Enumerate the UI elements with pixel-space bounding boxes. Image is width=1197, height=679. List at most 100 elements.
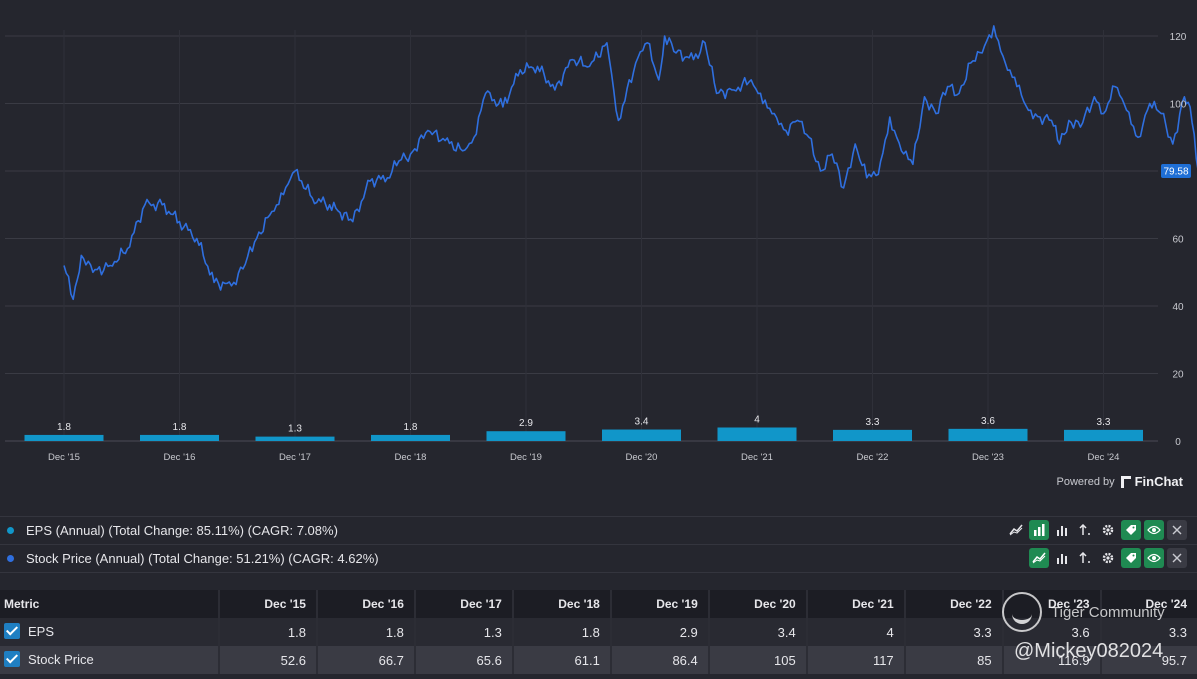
- table-cell: 3.4: [707, 618, 807, 646]
- eps-toolbar: [1006, 520, 1187, 540]
- metric-name: Stock Price: [28, 651, 94, 667]
- stock-price-dot: [7, 555, 14, 562]
- powered-by: Powered by FinChat: [1057, 474, 1183, 489]
- last-price-badge-bg: [1161, 164, 1191, 178]
- eps-series-label: EPS (Annual) (Total Change: 85.11%) (CAG…: [26, 523, 338, 538]
- eps-bar: [140, 434, 219, 441]
- line-chart-icon[interactable]: [1006, 520, 1026, 540]
- bar-chart-outline-icon[interactable]: [1052, 548, 1072, 568]
- eps-bar: [371, 434, 450, 441]
- eps-bar: [24, 434, 104, 441]
- x-tick-label: Dec '17: [279, 452, 311, 463]
- tag-icon[interactable]: [1121, 548, 1141, 568]
- gear-icon[interactable]: [1098, 520, 1118, 540]
- y-tick-label: 100: [1170, 100, 1187, 111]
- y-tick-label: 20: [1172, 370, 1184, 381]
- table-row: EPS 1.8 1.8 1.3 1.8 2.9 3.4 4 3.3 3.6 3.…: [0, 618, 1197, 646]
- eps-bar-label: 3.6: [981, 416, 995, 427]
- y-axis-ticks: 120100806040200: [1170, 32, 1187, 448]
- eps-bar-label: 2.9: [519, 418, 533, 429]
- eps-bar-label: 4: [754, 415, 760, 426]
- x-tick-label: Dec '20: [626, 452, 658, 463]
- x-tick-label: Dec '18: [395, 452, 427, 463]
- column-header: Dec '16: [315, 590, 415, 618]
- table-cell: 1.8: [511, 618, 611, 646]
- stock-price-toolbar: [1029, 548, 1187, 568]
- eps-bar-labels: 1.8 1.8 1.3 1.8 2.9 3.4 4 3.3 3.6 3.3: [57, 415, 1111, 435]
- x-axis-ticks: Dec '15 Dec '16 Dec '17 Dec '18 Dec '19 Dec '…: [48, 452, 1119, 463]
- table-cell: 1.3: [413, 618, 513, 646]
- eps-checkbox[interactable]: [4, 623, 20, 640]
- table-cell: 4: [805, 618, 905, 646]
- table-cell: 117: [805, 646, 905, 674]
- watermark-handle: @Mickey082024: [1014, 640, 1164, 662]
- y-tick-label: 0: [1175, 437, 1181, 448]
- eps-bar: [1064, 429, 1143, 441]
- close-icon[interactable]: [1167, 520, 1187, 540]
- close-icon[interactable]: [1167, 548, 1187, 568]
- axis-arrow-icon[interactable]: [1075, 520, 1095, 540]
- x-tick-label: Dec '16: [164, 452, 196, 463]
- finchat-logo: FinChat: [1120, 474, 1183, 489]
- column-header: Dec '24: [1099, 590, 1197, 618]
- eps-bar-label: 3.3: [866, 417, 880, 428]
- line-chart-icon[interactable]: [1029, 548, 1049, 568]
- powered-by-label: Powered by: [1056, 475, 1115, 488]
- table-cell: 2.9: [609, 618, 709, 646]
- eps-bar-label: 1.3: [288, 424, 302, 435]
- x-tick-label: Dec '15: [48, 452, 80, 463]
- column-header: Dec '19: [609, 590, 709, 618]
- column-header: Dec '18: [511, 590, 611, 618]
- column-header: Metric: [0, 590, 219, 618]
- eps-bar: [948, 428, 1028, 441]
- eps-bar-label: 1.8: [57, 422, 71, 433]
- gear-icon[interactable]: [1098, 548, 1118, 568]
- y-tick-label: 60: [1172, 235, 1184, 246]
- last-price-label: 79.58: [1163, 167, 1188, 178]
- finchat-brand: FinChat: [1134, 474, 1183, 489]
- tiger-community-logo: [1002, 592, 1042, 632]
- stock-price-line: [63, 25, 1197, 301]
- bar-chart-outline-icon[interactable]: [1052, 520, 1072, 540]
- eps-bar: [255, 436, 335, 441]
- stock-price-checkbox[interactable]: [4, 651, 20, 668]
- series-row-eps: EPS (Annual) (Total Change: 85.11%) (CAG…: [0, 516, 1197, 544]
- x-tick-label: Dec '21: [741, 452, 773, 463]
- eps-bar: [717, 427, 797, 441]
- tag-icon[interactable]: [1121, 520, 1141, 540]
- table-cell: 105: [707, 646, 807, 674]
- data-table: Metric Dec '15 Dec '16 Dec '17 Dec '18 D…: [0, 590, 1197, 674]
- column-header: Dec '17: [413, 590, 513, 618]
- x-tick-label: Dec '23: [972, 452, 1004, 463]
- table-cell: 66.7: [315, 646, 415, 674]
- eps-bar-label: 3.3: [1097, 417, 1111, 428]
- column-header: Dec '15: [218, 590, 317, 618]
- column-header: Dec '22: [903, 590, 1003, 618]
- eps-bars: [24, 427, 1143, 441]
- watermark-community: Tiger Community: [1051, 604, 1165, 621]
- axis-arrow-icon[interactable]: [1075, 548, 1095, 568]
- table-cell: 61.1: [511, 646, 611, 674]
- metric-cell: Stock Price: [0, 646, 219, 674]
- table-header-row: Metric Dec '15 Dec '16 Dec '17 Dec '18 D…: [0, 590, 1197, 618]
- bar-chart-icon[interactable]: [1029, 520, 1049, 540]
- x-tick-label: Dec '19: [510, 452, 542, 463]
- x-tick-label: Dec '22: [857, 452, 889, 463]
- table-cell: 116.9: [1001, 646, 1101, 674]
- table-cell: 95.7: [1099, 646, 1197, 674]
- table-cell: 85: [903, 646, 1003, 674]
- eye-icon[interactable]: [1144, 548, 1164, 568]
- last-price-badge: 79.58: [1161, 164, 1191, 178]
- table-cell: 86.4: [609, 646, 709, 674]
- x-tick-label: Dec '24: [1088, 452, 1120, 463]
- table-cell: 1.8: [315, 618, 415, 646]
- eps-bar-label: 1.8: [173, 422, 187, 433]
- series-panel: EPS (Annual) (Total Change: 85.11%) (CAG…: [0, 516, 1197, 573]
- y-tick-label: 40: [1172, 302, 1184, 313]
- table-cell: 3.3: [1099, 618, 1197, 646]
- column-header: Dec '20: [707, 590, 807, 618]
- column-header: Dec '21: [805, 590, 905, 618]
- eye-icon[interactable]: [1144, 520, 1164, 540]
- table-cell: 3.3: [903, 618, 1003, 646]
- eps-bar-label: 1.8: [404, 422, 418, 433]
